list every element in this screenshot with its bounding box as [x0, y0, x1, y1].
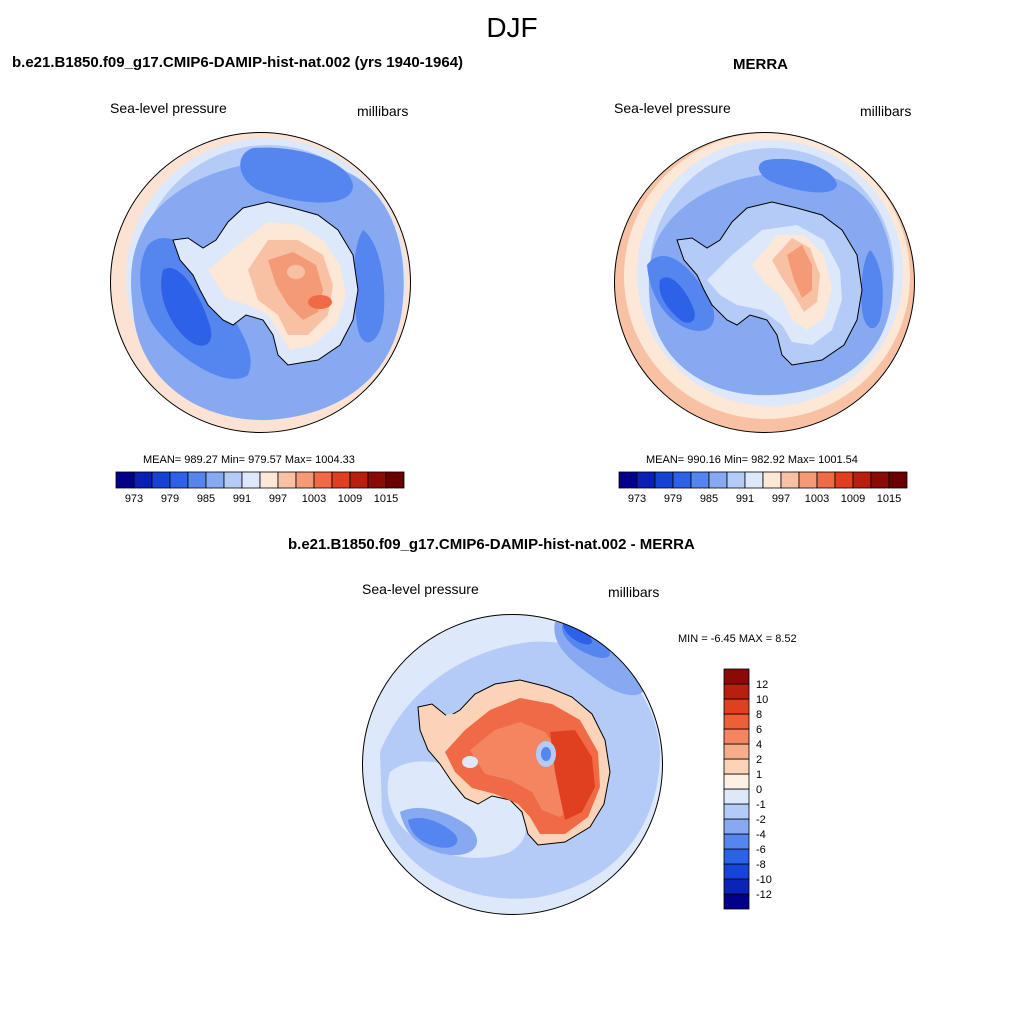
- diff-colorbar-swatch: [723, 713, 750, 730]
- diff-colorbar-swatch: [723, 758, 750, 775]
- obs-panel-title: MERRA: [733, 56, 788, 73]
- model-colorbar-swatch: [313, 471, 333, 489]
- diff-colorbar-swatch: [723, 848, 750, 865]
- diff-colorbar-swatch: [723, 893, 750, 910]
- model-stats: MEAN= 989.27 Min= 979.57 Max= 1004.33: [143, 454, 355, 466]
- diff-colorbar-tick-label: -12: [756, 889, 772, 901]
- model-colorbar-swatch: [223, 471, 243, 489]
- obs-colorbar-swatch: [690, 471, 710, 489]
- obs-colorbar-swatch: [834, 471, 854, 489]
- obs-colorbar-swatch: [708, 471, 728, 489]
- model-colorbar-swatch: [241, 471, 261, 489]
- diff-colorbar-tick-label: 1: [756, 769, 762, 781]
- diff-colorbar-tick-label: 6: [756, 724, 762, 736]
- obs-colorbar-swatch: [636, 471, 656, 489]
- obs-colorbar-swatch: [780, 471, 800, 489]
- diff-colorbar-swatch: [723, 818, 750, 835]
- model-colorbar-tick-label: 991: [233, 493, 251, 505]
- model-polar-map: [110, 132, 411, 433]
- model-colorbar-swatch: [115, 471, 135, 489]
- diff-colorbar-tick-label: -1: [756, 799, 766, 811]
- model-units-label: millibars: [357, 103, 409, 119]
- model-colorbar-swatch: [169, 471, 189, 489]
- model-colorbar-tick-label: 1015: [374, 493, 398, 505]
- obs-colorbar-tick-label: 1003: [805, 493, 829, 505]
- diff-colorbar-tick-label: 0: [756, 784, 762, 796]
- diff-colorbar-swatch: [723, 863, 750, 880]
- obs-colorbar-swatch: [726, 471, 746, 489]
- obs-colorbar-swatch: [816, 471, 836, 489]
- model-colorbar-swatch: [187, 471, 207, 489]
- model-colorbar-swatch: [367, 471, 387, 489]
- diff-colorbar-tick-label: -2: [756, 814, 766, 826]
- diff-colorbar-tick-label: -8: [756, 859, 766, 871]
- diff-colorbar-tick-label: 2: [756, 754, 762, 766]
- diff-colorbar-swatch: [723, 788, 750, 805]
- model-colorbar: 973 979 985 991 997 1003 1009 1015: [115, 471, 405, 505]
- diff-colorbar-swatch: [723, 743, 750, 760]
- diff-colorbar-tick-label: -10: [756, 874, 772, 886]
- diff-colorbar-tick-label: 8: [756, 709, 762, 721]
- obs-colorbar-swatch: [798, 471, 818, 489]
- diff-colorbar-swatch: [723, 683, 750, 700]
- obs-colorbar-swatch: [762, 471, 782, 489]
- diff-units-label: millibars: [608, 584, 660, 600]
- obs-colorbar-tick-label: 1015: [877, 493, 901, 505]
- obs-polar-map: [614, 132, 915, 433]
- diff-colorbar-tick-label: -4: [756, 829, 766, 841]
- diff-colorbar-swatch: [723, 728, 750, 745]
- diff-colorbar-swatch: [723, 803, 750, 820]
- diff-polar-map: [362, 614, 663, 915]
- obs-colorbar-tick-label: 1009: [841, 493, 865, 505]
- obs-colorbar-tick-label: 997: [772, 493, 790, 505]
- obs-variable-label: Sea-level pressure: [614, 100, 731, 116]
- diff-colorbar-swatch: [723, 668, 750, 685]
- diff-minmax: MIN = -6.45 MAX = 8.52: [678, 633, 797, 645]
- diff-colorbar-tick-label: 10: [756, 694, 768, 706]
- model-colorbar-tick-label: 1003: [302, 493, 326, 505]
- obs-colorbar-swatch: [852, 471, 872, 489]
- obs-colorbar-swatch: [672, 471, 692, 489]
- model-colorbar-swatch: [133, 471, 153, 489]
- diff-colorbar-tick-label: 4: [756, 739, 762, 751]
- diff-colorbar-tick-label: 12: [756, 679, 768, 691]
- obs-colorbar-tick-label: 991: [736, 493, 754, 505]
- model-colorbar-tick-label: 985: [197, 493, 215, 505]
- diff-colorbar-swatch: [723, 833, 750, 850]
- diff-panel-title: b.e21.B1850.f09_g17.CMIP6-DAMIP-hist-nat…: [288, 536, 695, 553]
- model-colorbar-swatch: [277, 471, 297, 489]
- model-colorbar-swatch: [259, 471, 279, 489]
- model-colorbar-tick-label: 997: [269, 493, 287, 505]
- model-colorbar-tick-label: 979: [161, 493, 179, 505]
- model-colorbar-swatch: [331, 471, 351, 489]
- model-colorbar-swatch: [151, 471, 171, 489]
- model-variable-label: Sea-level pressure: [110, 100, 227, 116]
- diff-colorbar-tick-label: -6: [756, 844, 766, 856]
- obs-colorbar-tick-label: 979: [664, 493, 682, 505]
- model-colorbar-swatch: [385, 471, 405, 489]
- model-colorbar-swatch: [349, 471, 369, 489]
- obs-colorbar-tick-label: 973: [628, 493, 646, 505]
- model-colorbar-swatch: [205, 471, 225, 489]
- obs-colorbar-swatch: [744, 471, 764, 489]
- obs-colorbar: 973 979 985 991 997 1003 1009 1015: [618, 471, 908, 505]
- obs-colorbar-swatch: [654, 471, 674, 489]
- model-colorbar-tick-label: 973: [125, 493, 143, 505]
- obs-colorbar-tick-label: 985: [700, 493, 718, 505]
- obs-stats: MEAN= 990.16 Min= 982.92 Max= 1001.54: [646, 454, 858, 466]
- obs-colorbar-swatch: [870, 471, 890, 489]
- obs-colorbar-swatch: [618, 471, 638, 489]
- model-colorbar-swatch: [295, 471, 315, 489]
- diff-colorbar-swatch: [723, 773, 750, 790]
- model-panel-title: b.e21.B1850.f09_g17.CMIP6-DAMIP-hist-nat…: [12, 54, 464, 71]
- obs-colorbar-swatch: [888, 471, 908, 489]
- diff-variable-label: Sea-level pressure: [362, 581, 479, 597]
- obs-units-label: millibars: [860, 103, 912, 119]
- season-title: DJF: [486, 12, 538, 43]
- diff-colorbar-swatch: [723, 698, 750, 715]
- model-colorbar-tick-label: 1009: [338, 493, 362, 505]
- diff-colorbar-swatch: [723, 878, 750, 895]
